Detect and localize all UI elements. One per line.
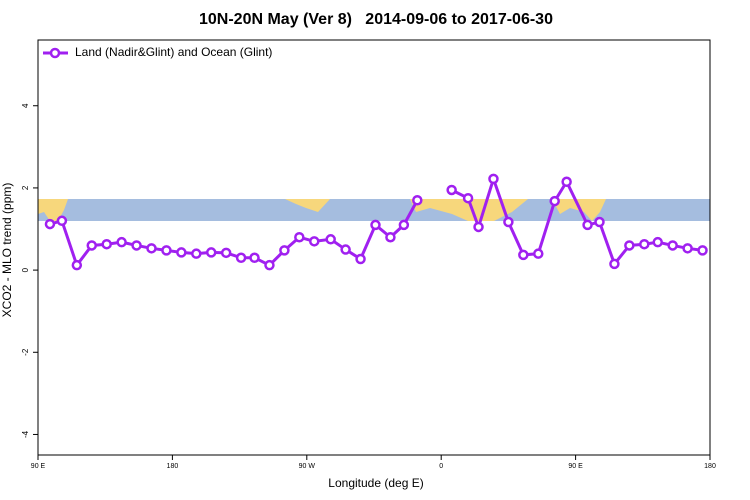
data-point <box>71 259 83 271</box>
data-point <box>473 221 484 233</box>
data-point <box>398 219 410 231</box>
data-point <box>264 259 275 271</box>
data-point <box>86 240 98 251</box>
data-point <box>205 247 217 258</box>
data-point <box>235 252 247 264</box>
x-tick-label: 90 E <box>568 463 583 470</box>
data-point <box>44 218 56 230</box>
data-point <box>503 216 514 228</box>
data-point <box>488 173 499 185</box>
data-point <box>309 236 320 247</box>
data-point <box>294 231 305 243</box>
data-point <box>161 245 172 256</box>
data-point <box>697 245 708 256</box>
y-tick-label: 4 <box>21 103 30 108</box>
x-tick-label: 90 W <box>299 463 316 470</box>
y-tick-label: 2 <box>21 185 30 190</box>
data-point <box>101 238 112 250</box>
data-point <box>446 184 457 196</box>
data-point <box>370 219 381 231</box>
x-tick-label: 180 <box>167 463 179 470</box>
data-point <box>609 258 620 270</box>
data-point <box>412 194 423 206</box>
data-point <box>639 238 650 250</box>
data-point <box>533 248 544 259</box>
data-point <box>667 240 678 251</box>
data-point <box>462 192 474 204</box>
x-axis-label: Longitude (deg E) <box>328 476 423 490</box>
y-tick-label: -2 <box>21 348 30 356</box>
y-tick-label: 0 <box>21 267 30 272</box>
y-axis-label: XCO2 - MLO trend (ppm) <box>0 183 14 318</box>
data-point <box>624 240 635 251</box>
data-point <box>191 248 202 259</box>
data-point <box>355 253 366 265</box>
data-point <box>279 245 290 256</box>
legend-label: Land (Nadir&Glint) and Ocean (Glint) <box>75 45 272 59</box>
data-point <box>518 249 529 261</box>
data-point <box>594 216 605 228</box>
data-point <box>146 243 157 254</box>
data-point <box>385 231 396 243</box>
x-tick-label: 90 E <box>31 463 46 470</box>
legend-marker <box>49 47 61 59</box>
y-tick-label: -4 <box>21 430 30 438</box>
data-point <box>249 252 260 264</box>
data-point <box>220 247 232 259</box>
data-point <box>561 176 572 188</box>
chart-title: 10N-20N May (Ver 8) 2014-09-06 to 2017-0… <box>199 11 553 28</box>
data-point <box>56 215 68 227</box>
data-point <box>682 243 693 254</box>
map-band <box>38 199 710 221</box>
data-point <box>131 240 142 251</box>
x-tick-label: 0 <box>439 463 443 470</box>
data-point <box>340 244 351 255</box>
plot-frame <box>37 39 711 456</box>
data-point <box>176 247 187 258</box>
data-point <box>652 236 663 248</box>
data-point <box>325 234 336 245</box>
x-tick-label: 180 <box>704 463 716 470</box>
data-point <box>116 236 127 248</box>
data-point <box>549 195 560 207</box>
data-point <box>582 219 593 231</box>
